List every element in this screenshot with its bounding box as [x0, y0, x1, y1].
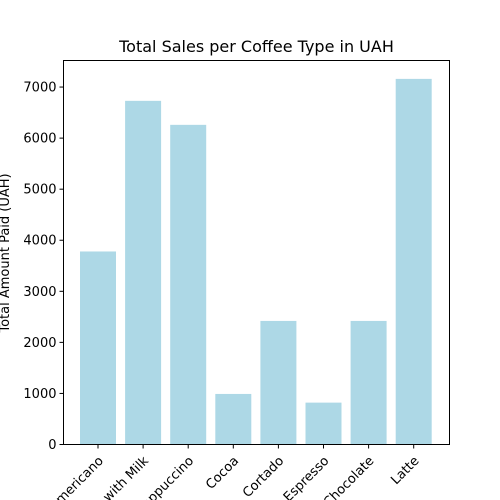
plot-frame [63, 60, 450, 445]
y-tick-label: 4000 [23, 234, 56, 249]
bar-cortado [260, 320, 297, 445]
y-tick-label: 2000 [23, 336, 56, 351]
y-tick-label: 7000 [23, 81, 56, 96]
chart-title: Total Sales per Coffee Type in UAH [118, 37, 394, 56]
bar-cocoa [215, 393, 252, 445]
y-tick-label: 6000 [23, 132, 56, 147]
bars-layer [80, 78, 432, 445]
y-axis-label: Total Amount Paid (UAH) [0, 173, 13, 333]
x-tick-label: Cortado [240, 454, 287, 500]
y-tick-label: 1000 [23, 387, 56, 402]
y-axis: 0 1000 2000 3000 4000 5000 6000 7000 [23, 81, 64, 453]
bar-americano-with-milk [125, 100, 162, 445]
x-axis: AmericanoAmericano with MilkCappuccinoCo… [47, 444, 423, 500]
y-tick-label: 0 [48, 438, 56, 453]
y-tick-label: 3000 [23, 285, 56, 300]
bar-espresso [305, 402, 342, 445]
bar-americano [80, 251, 116, 445]
bar-cappuccino [170, 124, 207, 445]
x-tick-label: Cocoa [203, 454, 242, 493]
x-tick-label: Latte [388, 454, 422, 488]
bar-hot-chocolate [350, 320, 387, 445]
y-tick-label: 5000 [23, 183, 56, 198]
x-tick-label: Americano [47, 454, 107, 500]
x-tick-label: Espresso [281, 454, 333, 500]
bar-latte [395, 78, 432, 445]
